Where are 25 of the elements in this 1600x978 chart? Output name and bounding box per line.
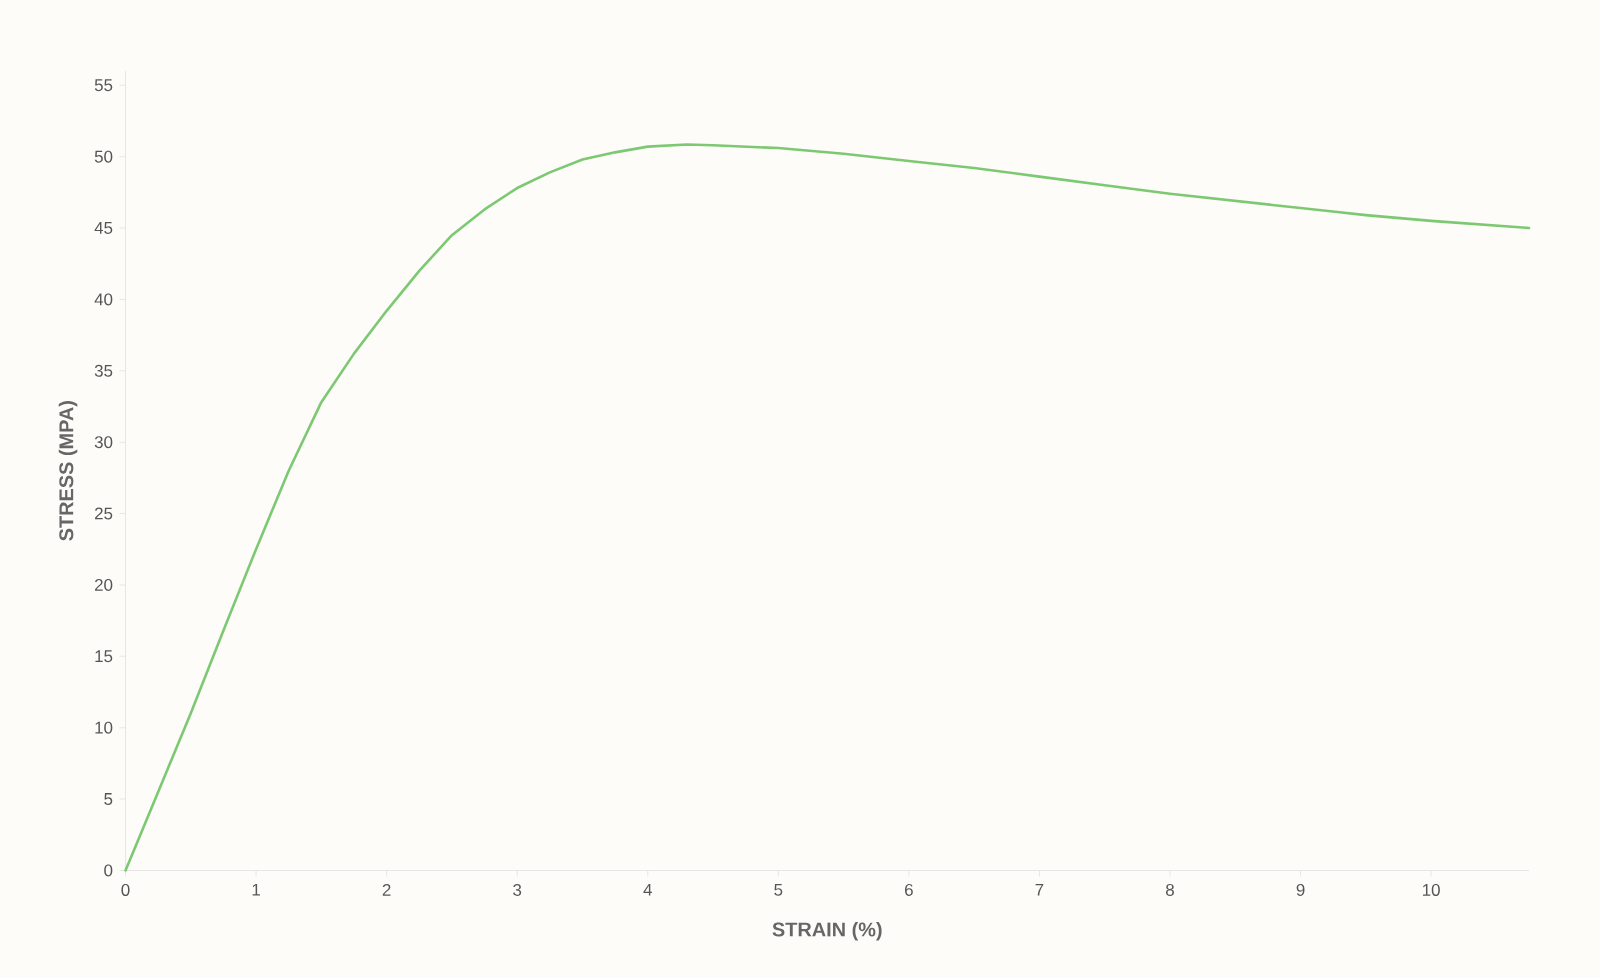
x-tick-label: 7 (1035, 883, 1044, 896)
x-tick-label: 6 (905, 883, 913, 896)
y-tick-label: 40 (94, 293, 113, 306)
y-tick-label: 10 (95, 721, 113, 734)
y-tick-label: 50 (94, 150, 113, 163)
x-tick-label: 2 (382, 883, 391, 896)
y-tick-label: 30 (94, 436, 113, 449)
y-tick-label: 15 (95, 650, 113, 663)
x-tick-label: 0 (121, 883, 130, 896)
y-tick-label: 45 (94, 222, 113, 234)
x-tick-label: 9 (1296, 883, 1305, 896)
y-tick-label: 20 (95, 578, 113, 591)
x-axis-title: STRAIN (%) (772, 921, 882, 941)
x-tick-label: 4 (643, 883, 652, 896)
x-tick-label: 1 (252, 883, 260, 896)
y-tick-label: 0 (104, 864, 113, 877)
y-tick-label: 25 (95, 507, 113, 520)
y-tick-label: 5 (104, 793, 113, 805)
x-tick-label: 10 (1422, 883, 1440, 896)
x-tick-label: 5 (774, 883, 783, 896)
y-axis-title: STRESS (MPA) (58, 401, 78, 541)
y-tick-label: 35 (94, 364, 113, 377)
y-tick-label: 55 (94, 79, 113, 92)
x-tick-label: 3 (513, 883, 522, 896)
x-tick-label: 8 (1166, 883, 1174, 896)
